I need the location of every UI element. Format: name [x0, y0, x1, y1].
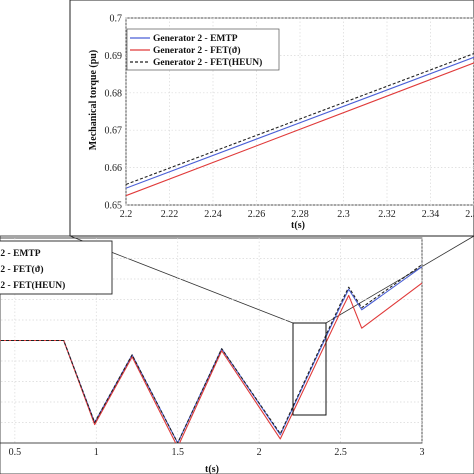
- inset-x-tick-label: 2.22: [161, 209, 179, 220]
- main-x-tick-label: 3: [420, 447, 425, 458]
- main-legend-box: [0, 240, 113, 295]
- inset-x-tick-label: 2.36: [465, 209, 474, 220]
- main-x-tick-label: 0.5: [9, 447, 22, 458]
- main-legend-label-fet-theta: Generator 2 - FET(ϑ): [0, 264, 44, 275]
- main-chart: 0.5 1 1.5 2 2.5 3: [0, 237, 425, 458]
- zoom-region-box: [292, 322, 327, 416]
- main-x-tick-label: 2: [257, 447, 262, 458]
- main-legend-label-fet-heun: Generator 2 - FET(HEUN): [0, 280, 65, 291]
- inset-x-tick-label: 2.34: [422, 209, 440, 220]
- inset-y-tick-label: 0.7: [110, 14, 123, 25]
- main-legend-label-emtp: Generator 2 - EMTP: [0, 249, 41, 259]
- inset-series-generator-2-fet-heun: [126, 53, 474, 185]
- main-x-tick-label: 1.5: [171, 447, 184, 458]
- inset-y-tick-label: 0.66: [105, 163, 123, 174]
- inset-y-tick-label: 0.65: [105, 201, 123, 212]
- inset-x-axis-title: t(s): [291, 220, 305, 231]
- inset-legend-label-fet-heun: Generator 2 - FET(HEUN): [153, 57, 262, 68]
- inset-y-axis-title: Mechanical torque (pu): [88, 50, 99, 150]
- main-legend: Generator 2 - EMTP Generator 2 - FET(ϑ) …: [0, 240, 113, 295]
- inset-x-tick-label: 2.2: [120, 209, 133, 220]
- inset-x-tick-label: 2.3: [337, 209, 350, 220]
- main-series-generator-2-fet-heun: [0, 264, 422, 443]
- inset-x-tick-label: 2.26: [248, 209, 266, 220]
- inset-legend-box: [126, 28, 280, 71]
- inset-series-generator-2-fet: [126, 62, 474, 197]
- inset-legend: Generator 2 - EMTP Generator 2 - FET(ϑ) …: [126, 28, 280, 71]
- inset-y-tick-label: 0.67: [105, 126, 123, 137]
- inset-legend-label-fet-theta: Generator 2 - FET(ϑ): [153, 45, 241, 56]
- inset-x-tick-label: 2.28: [291, 209, 309, 220]
- main-panel-border: [0, 235, 474, 474]
- main-x-tick-label: 2.5: [334, 447, 347, 458]
- inset-y-tick-label: 0.68: [105, 88, 123, 99]
- inset-x-tick-label: 2.24: [204, 209, 222, 220]
- inset-legend-label-emtp: Generator 2 - EMTP: [153, 34, 238, 44]
- inset-x-tick-label: 2.32: [378, 209, 396, 220]
- inset-series-generator-2-emtp: [126, 56, 474, 189]
- inset-y-tick-label: 0.69: [105, 51, 123, 62]
- main-x-tick-label: 1: [94, 447, 99, 458]
- main-x-axis-title: t(s): [205, 464, 219, 474]
- inset-chart: 2.2 2.22 2.24 2.26 2.28 2.3 2.32 2.34 2.36 0.65 0.…: [105, 14, 474, 220]
- zoom-connector-right: [325, 235, 474, 324]
